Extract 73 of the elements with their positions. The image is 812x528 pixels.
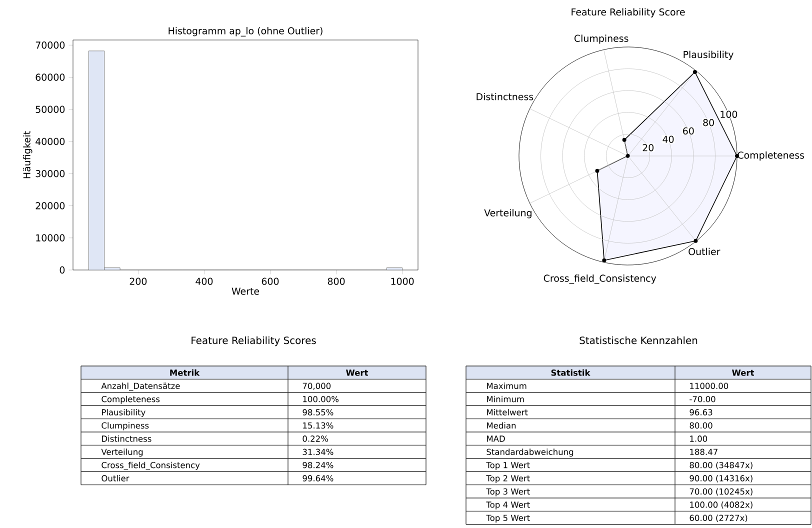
x-tick-label: 200 xyxy=(130,278,147,285)
text: 98.55% xyxy=(302,409,334,416)
y-axis-title: Häufigkeit xyxy=(23,131,32,178)
y-tick-label: 40 xyxy=(662,136,674,143)
y-tick-label: 50000 xyxy=(36,106,65,113)
category-label: Metrik xyxy=(170,369,200,376)
category-label: Top 5 Wert xyxy=(486,514,530,523)
category-label: Verteilung xyxy=(101,448,143,457)
y-tick-label: 60 xyxy=(683,127,694,135)
spoke-label: Completeness xyxy=(738,151,804,161)
category-label: Clumpiness xyxy=(102,422,149,430)
text: 90.00 (14316x) xyxy=(690,475,752,482)
category-label: Distinctness xyxy=(102,435,152,442)
text: 99.64% xyxy=(302,475,334,482)
y-tick-label: 70000 xyxy=(36,42,65,49)
text: Feature Reliability Scores xyxy=(192,336,316,346)
text: 96.63 xyxy=(690,409,712,416)
text: 70,000 xyxy=(302,382,331,390)
category-label: Cross_field_Consistency xyxy=(102,462,200,470)
spoke-label: Distinctness xyxy=(476,92,534,100)
text: 15.13% xyxy=(303,422,334,429)
category-label: Minimum xyxy=(487,396,524,402)
text: 188.47 xyxy=(690,448,718,456)
text: -70.00 xyxy=(690,396,716,402)
chart-title: Feature Reliability Score xyxy=(572,8,685,18)
x-tick-label: 600 xyxy=(262,278,279,285)
text: 100.00 (4082x) xyxy=(690,501,752,509)
text: 60.00 (2727x) xyxy=(690,514,748,522)
y-tick-label: 30000 xyxy=(36,170,65,178)
category-label: Completeness xyxy=(102,396,160,404)
x-tick-label: 800 xyxy=(328,278,345,285)
text: 80.00 (34847x) xyxy=(690,462,752,470)
category-label: MAD xyxy=(487,436,505,442)
chart-title: Histogramm ap_lo (ohne Outlier) xyxy=(168,27,322,36)
spoke-label: Outlier xyxy=(688,248,720,256)
x-tick-label: 1000 xyxy=(391,278,414,285)
category-label: Wert xyxy=(732,370,754,376)
text: 70.00 (10245x) xyxy=(690,488,752,496)
text: 100.00% xyxy=(303,396,339,402)
text: 80.00 xyxy=(690,422,712,429)
text: 1.00 xyxy=(690,436,708,442)
y-tick-label: 100 xyxy=(720,110,738,118)
spoke-label: Verteilung xyxy=(484,209,532,218)
category-label: Plausibility xyxy=(102,409,146,418)
category-label: Mittelwert xyxy=(487,409,528,416)
y-tick-label: 20 xyxy=(642,144,654,152)
y-tick-label: 40000 xyxy=(36,138,65,146)
spoke-label: Clumpiness xyxy=(574,34,628,44)
category-label: Maximum xyxy=(487,382,526,390)
category-label: Outlier xyxy=(102,475,130,482)
y-tick-label: 60000 xyxy=(36,74,65,81)
text: 31.34% xyxy=(302,448,334,456)
y-tick-label: 0 xyxy=(60,266,65,274)
category-label: Top 4 Wert xyxy=(486,502,530,510)
x-axis-title: Werte xyxy=(232,288,260,295)
category-label: Top 1 Wert xyxy=(486,462,530,470)
x-tick-label: 400 xyxy=(196,278,213,285)
spoke-label: Cross_field_Consistency xyxy=(544,274,656,284)
category-label: Anzahl_Datensätze xyxy=(101,382,180,391)
text: 0.22% xyxy=(302,436,328,442)
category-label: Median xyxy=(487,422,516,429)
category-label: Standardabweichung xyxy=(486,448,574,457)
category-label: Statistik xyxy=(551,369,590,376)
category-label: Top 2 Wert xyxy=(486,475,530,484)
y-tick-label: 20000 xyxy=(36,202,65,210)
text: Statistische Kennzahlen xyxy=(580,336,698,344)
text: 11000.00 xyxy=(690,382,728,390)
spoke-label: Plausibility xyxy=(684,50,734,60)
y-tick-label: 80 xyxy=(703,119,714,126)
category-label: Wert xyxy=(346,370,368,376)
y-tick-label: 10000 xyxy=(36,234,65,242)
category-label: Top 3 Wert xyxy=(486,488,530,496)
text: 98.24% xyxy=(302,462,334,468)
